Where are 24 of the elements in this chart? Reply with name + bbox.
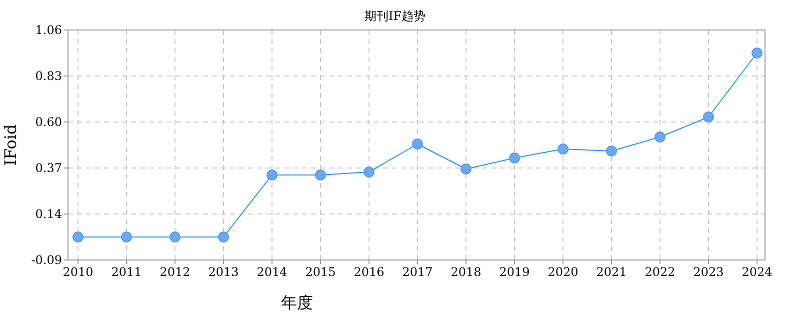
x-tick-label: 2018 bbox=[450, 265, 482, 279]
x-tick-label: 2012 bbox=[160, 265, 190, 279]
x-tick-label: 2016 bbox=[354, 265, 384, 279]
x-tick-label: 2017 bbox=[402, 265, 433, 279]
x-tick-label: 2023 bbox=[693, 265, 724, 279]
x-tick-label: 2013 bbox=[208, 265, 239, 279]
y-axis-title: IFoid bbox=[1, 124, 20, 166]
x-tick-label: 2015 bbox=[305, 265, 336, 279]
chart-title: 期刊IF趋势 bbox=[364, 9, 426, 23]
y-tick-label: 0.60 bbox=[35, 115, 62, 129]
y-tick-label: 0.37 bbox=[35, 161, 62, 175]
y-tick-label: 0.14 bbox=[35, 207, 62, 221]
x-tick-label: 2024 bbox=[742, 265, 773, 279]
x-tick-label: 2010 bbox=[62, 265, 94, 279]
y-tick-label: 1.06 bbox=[35, 23, 62, 37]
x-tick-label: 2019 bbox=[499, 265, 530, 279]
x-tick-label: 2011 bbox=[111, 265, 142, 279]
x-tick-label: 2022 bbox=[644, 265, 676, 279]
x-tick-label: 2021 bbox=[596, 265, 627, 279]
x-tick-label: 2020 bbox=[548, 265, 578, 279]
x-tick-label: 2014 bbox=[256, 265, 288, 279]
x-axis-title: 年度 bbox=[281, 293, 313, 312]
y-tick-label: 0.83 bbox=[35, 69, 62, 83]
y-tick-label: -0.09 bbox=[31, 253, 62, 267]
